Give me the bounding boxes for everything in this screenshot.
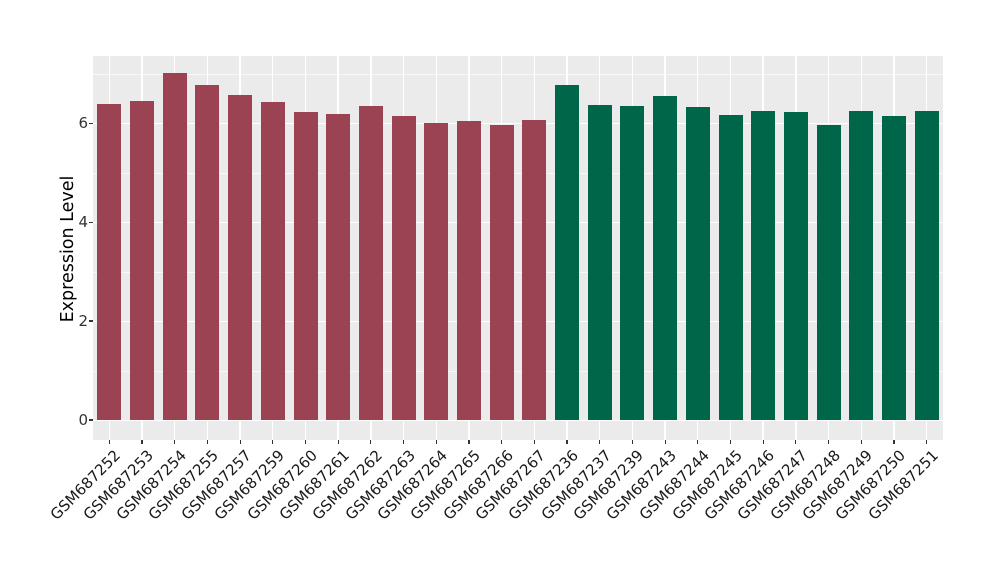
gridline-minor-y5 bbox=[93, 172, 943, 174]
bar-GSM687247 bbox=[783, 111, 808, 420]
bar-GSM687239 bbox=[620, 106, 645, 420]
x-tick-mark bbox=[501, 440, 503, 444]
x-tick-mark bbox=[402, 440, 405, 444]
gridline-minor-y3 bbox=[93, 271, 943, 273]
bar-GSM687257 bbox=[228, 94, 253, 420]
y-tick-mark bbox=[88, 221, 93, 223]
x-tick-mark bbox=[337, 440, 339, 444]
gridline-major-y2 bbox=[93, 321, 943, 323]
y-tick-label-4: 4 bbox=[78, 212, 88, 231]
y-tick-mark bbox=[88, 122, 93, 124]
y-tick-label-0: 0 bbox=[78, 410, 88, 429]
x-tick-mark bbox=[304, 440, 307, 444]
x-tick-mark bbox=[599, 440, 601, 444]
x-tick-mark bbox=[435, 440, 437, 444]
bar-GSM687248 bbox=[816, 124, 841, 420]
gridline-minor-y1 bbox=[93, 370, 943, 372]
x-tick-mark bbox=[697, 440, 699, 444]
x-tick-mark bbox=[141, 440, 143, 444]
x-tick-mark bbox=[566, 440, 568, 444]
bar-GSM687253 bbox=[130, 100, 155, 420]
gridline-major-y4 bbox=[93, 222, 943, 224]
x-tick-mark bbox=[762, 440, 764, 444]
bar-GSM687267 bbox=[522, 119, 547, 420]
gridline-minor-y7 bbox=[93, 73, 943, 75]
plot-panel bbox=[93, 56, 943, 440]
bar-GSM687236 bbox=[555, 84, 580, 420]
bar-GSM687243 bbox=[653, 95, 678, 420]
y-tick-label-2: 2 bbox=[78, 311, 88, 330]
x-tick-mark bbox=[272, 440, 274, 444]
bar-GSM687261 bbox=[326, 114, 351, 420]
gridline-major-y0 bbox=[93, 420, 943, 421]
x-tick-mark bbox=[533, 440, 535, 444]
x-tick-mark bbox=[860, 440, 862, 444]
x-tick-mark bbox=[206, 440, 208, 444]
bar-GSM687250 bbox=[881, 115, 906, 420]
bar-GSM687237 bbox=[587, 105, 612, 420]
x-tick-mark bbox=[174, 440, 176, 444]
bar-GSM687245 bbox=[718, 114, 743, 420]
bar-GSM687251 bbox=[914, 110, 939, 420]
bar-GSM687262 bbox=[358, 106, 383, 420]
x-tick-mark bbox=[468, 440, 470, 444]
x-tick-mark bbox=[370, 440, 372, 444]
bar-GSM687254 bbox=[162, 73, 187, 420]
x-tick-mark bbox=[631, 440, 633, 444]
y-tick-mark bbox=[88, 419, 93, 421]
x-tick-mark bbox=[108, 440, 110, 444]
bar-GSM687263 bbox=[391, 115, 416, 420]
x-tick-mark bbox=[664, 440, 666, 444]
bar-GSM687265 bbox=[456, 120, 481, 420]
bar-GSM687252 bbox=[97, 104, 122, 420]
gridline-major-y6 bbox=[93, 123, 943, 125]
bar-GSM687264 bbox=[424, 123, 449, 420]
x-tick-mark bbox=[239, 440, 241, 444]
bar-GSM687266 bbox=[489, 124, 514, 420]
x-tick-mark bbox=[926, 440, 928, 444]
bar-GSM687255 bbox=[195, 85, 220, 420]
y-axis-title: Expression Level bbox=[58, 175, 78, 323]
x-tick-mark bbox=[795, 440, 797, 444]
y-tick-mark bbox=[88, 320, 93, 322]
bar-GSM687246 bbox=[751, 111, 776, 420]
x-tick-mark bbox=[827, 440, 830, 444]
bar-GSM687249 bbox=[849, 111, 874, 420]
bar-GSM687259 bbox=[260, 101, 285, 420]
x-tick-mark bbox=[729, 440, 732, 444]
x-tick-mark bbox=[893, 440, 895, 444]
bar-GSM687260 bbox=[293, 112, 318, 420]
bar-GSM687244 bbox=[685, 107, 710, 420]
y-tick-label-6: 6 bbox=[78, 113, 88, 132]
